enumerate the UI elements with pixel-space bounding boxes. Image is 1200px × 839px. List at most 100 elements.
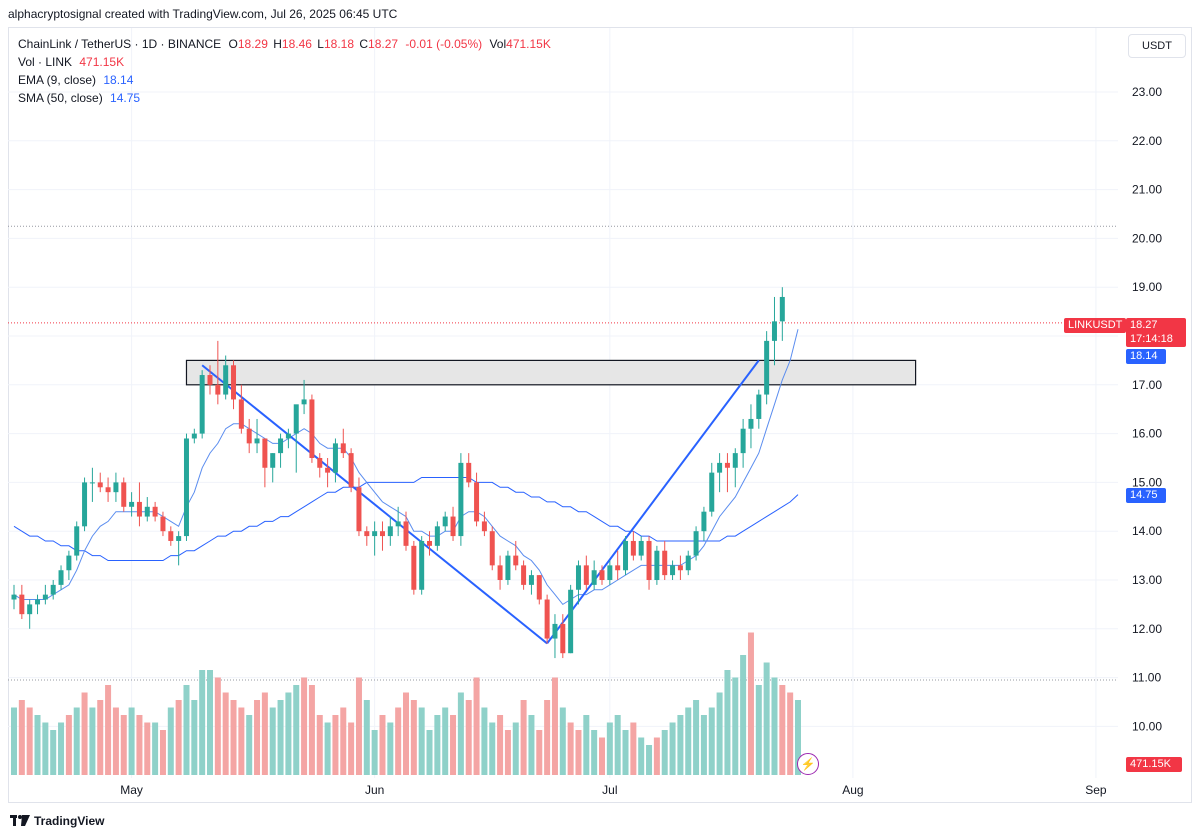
- candle-body: [356, 487, 362, 532]
- volume-bar: [285, 692, 292, 775]
- volume-bar: [591, 730, 598, 775]
- volume-bar: [207, 670, 213, 775]
- lightning-icon[interactable]: ⚡: [797, 753, 819, 775]
- currency-unit-button[interactable]: USDT: [1128, 34, 1186, 58]
- volume-bar: [653, 737, 660, 775]
- close-value: 18.27: [368, 37, 399, 51]
- candle-body: [442, 516, 448, 527]
- candle-body: [489, 531, 495, 566]
- volume-bar: [175, 700, 182, 775]
- candle-body: [685, 555, 691, 571]
- volume-bar: [622, 730, 629, 775]
- volume-bar: [442, 707, 449, 775]
- candle-body: [670, 565, 676, 576]
- x-tick-label: Jul: [602, 783, 617, 797]
- volume-bar: [26, 707, 33, 775]
- candle-body: [591, 570, 597, 585]
- candle-body: [168, 531, 174, 541]
- candlestick-layer: [11, 287, 785, 659]
- symbol-label[interactable]: ChainLink / TetherUS · 1D · BINANCE: [18, 37, 222, 51]
- change-value: -0.01 (-0.05%): [405, 37, 483, 51]
- volume-bar: [42, 722, 49, 775]
- brand-name: TradingView: [34, 814, 105, 828]
- y-tick-label: 20.00: [1132, 231, 1162, 245]
- candle-body: [740, 428, 746, 454]
- volume-price-tag: 471.15K: [1126, 757, 1182, 772]
- x-tick-label: Jun: [365, 783, 384, 797]
- grid-layer: [8, 28, 1118, 778]
- volume-bar: [497, 715, 504, 775]
- volume-value: 471.15K: [506, 37, 551, 51]
- candle-body: [325, 467, 331, 473]
- volume-bar: [661, 730, 668, 775]
- y-tick-label: 16.00: [1132, 427, 1162, 441]
- candle-body: [771, 321, 777, 341]
- volume-bar: [575, 730, 582, 775]
- volume-bar: [583, 715, 590, 775]
- volume-bar: [144, 722, 151, 775]
- candle-body: [552, 623, 558, 639]
- footer-brand: TradingView: [10, 814, 104, 828]
- volume-bar: [465, 700, 472, 775]
- candle-body: [348, 453, 354, 488]
- candle-body: [340, 443, 346, 454]
- candle-body: [11, 594, 17, 600]
- volume-bar: [614, 715, 621, 775]
- volume-bar: [293, 685, 300, 775]
- candle-body: [638, 540, 644, 556]
- candle-body: [701, 511, 707, 532]
- candle-body: [66, 555, 72, 571]
- ema-value: 18.14: [103, 73, 134, 87]
- candle-body: [505, 555, 511, 580]
- candle-body: [129, 501, 135, 507]
- y-tick-label: 15.00: [1132, 475, 1162, 489]
- candle-body: [599, 570, 605, 580]
- candle-body: [231, 365, 237, 400]
- legend-volume-row[interactable]: Vol · LINK 471.15K: [18, 53, 551, 71]
- legend-ema-row[interactable]: EMA (9, close) 18.14: [18, 71, 551, 89]
- volume-bar: [755, 685, 762, 775]
- volume-bar: [120, 715, 127, 775]
- candle-body: [293, 404, 299, 434]
- volume-bar: [716, 692, 723, 775]
- symbol-price-tag: LINKUSDT: [1064, 318, 1127, 333]
- volume-bar: [418, 707, 425, 775]
- volume-bar: [65, 715, 72, 775]
- candle-body: [238, 399, 244, 429]
- legend-sma-row[interactable]: SMA (50, close) 14.75: [18, 89, 551, 107]
- candle-body: [481, 521, 487, 532]
- volume-bar: [316, 715, 323, 775]
- volume-bar: [599, 737, 605, 775]
- volume-bar: [277, 700, 284, 775]
- trendline-layer: [201, 359, 760, 645]
- candle-body: [35, 599, 41, 605]
- candle-body: [152, 506, 158, 517]
- volume-bar: [301, 677, 308, 775]
- y-tick-label: 19.00: [1132, 280, 1162, 294]
- candle-body: [466, 462, 472, 483]
- candle-body: [301, 399, 307, 405]
- y-tick-label: 10.00: [1132, 719, 1162, 733]
- volume-bar: [332, 715, 339, 775]
- resistance-zone-layer: [185, 359, 917, 386]
- candle-body: [144, 506, 150, 517]
- candle-body: [528, 575, 534, 585]
- volume-bar: [112, 707, 119, 775]
- candle-body: [183, 438, 189, 537]
- candle-body: [693, 531, 699, 556]
- volume-bar: [128, 707, 135, 775]
- candle-body: [756, 394, 762, 419]
- volume-bar: [355, 677, 362, 775]
- volume-bar: [34, 715, 41, 775]
- volume-bar: [536, 730, 543, 775]
- volume-bar: [18, 700, 25, 775]
- candle-body: [262, 438, 268, 468]
- candle-body: [278, 438, 284, 454]
- volume-bar: [246, 715, 253, 775]
- chart-frame[interactable]: [8, 27, 1192, 803]
- candle-body: [583, 565, 589, 585]
- volume-label: Vol: [489, 37, 507, 51]
- candle-body: [309, 399, 315, 458]
- legend-symbol-row: ChainLink / TetherUS · 1D · BINANCE O18.…: [18, 35, 551, 53]
